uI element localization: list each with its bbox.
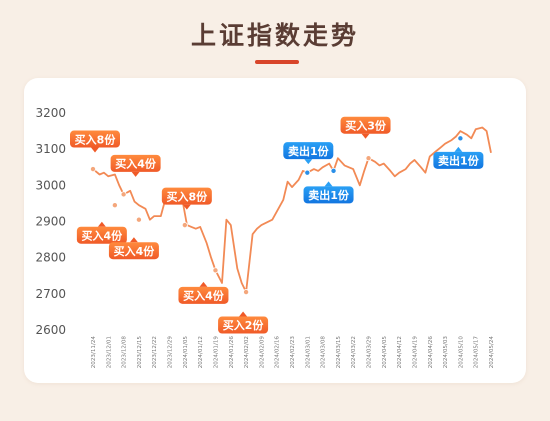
trade-label-text: 卖出1份 [308, 188, 350, 202]
y-tick-label: 3200 [35, 106, 66, 120]
x-tick-label: 2024/03/01 [305, 336, 311, 369]
label-pointer [97, 221, 106, 227]
label-pointer [304, 159, 313, 165]
trade-label-text: 买入8份 [75, 132, 117, 146]
label-pointer [182, 204, 191, 210]
page-title: 上证指数走势 [190, 21, 359, 50]
trade-annotation-sell: 卖出1份 [303, 167, 354, 204]
x-tick-label: 2024/03/22 [351, 336, 357, 368]
label-pointer [324, 181, 333, 187]
trade-annotation-buy: 买入8份 [161, 187, 212, 229]
trade-label-text: 买入2份 [223, 318, 265, 332]
x-tick-label: 2024/02/16 [275, 336, 281, 369]
trade-marker [304, 169, 311, 176]
trade-label-box [433, 151, 484, 169]
x-tick-label: 2024/01/19 [213, 336, 219, 369]
trade-label-box [76, 226, 127, 244]
x-tick-label: 2024/05/10 [458, 336, 464, 369]
trade-label-box [340, 116, 391, 134]
x-tick-label: 2023/11/24 [91, 336, 97, 369]
x-tick-label: 2024/03/29 [367, 336, 373, 369]
x-tick-label: 2023/12/22 [152, 336, 158, 368]
label-pointer [454, 146, 463, 152]
x-tick-label: 2024/02/23 [290, 336, 296, 369]
trade-marker [243, 289, 250, 296]
x-tick-label: 2024/05/03 [443, 336, 449, 369]
y-tick-label: 3000 [35, 178, 66, 192]
x-tick-label: 2024/01/05 [183, 336, 189, 369]
label-pointer [199, 281, 208, 287]
trade-label-text: 买入3份 [345, 118, 387, 132]
y-tick-label: 3100 [35, 142, 66, 156]
trade-label-text: 买入4份 [183, 289, 225, 303]
x-tick-label: 2023/12/08 [122, 336, 128, 369]
x-tick-label: 2024/03/08 [321, 336, 327, 369]
x-tick-label: 2024/01/12 [198, 336, 204, 368]
label-pointer [131, 171, 140, 177]
trade-annotation-buy: 买入8份 [70, 130, 120, 173]
trade-label-text: 买入4份 [82, 228, 124, 242]
label-pointer [91, 147, 99, 153]
trade-label-box [283, 142, 334, 160]
trade-annotation-sell: 卖出1份 [433, 135, 484, 169]
trade-label-text: 买入4份 [115, 157, 157, 171]
trade-marker [365, 155, 372, 162]
x-tick-label: 2024/02/09 [259, 336, 265, 369]
trade-marker [135, 216, 142, 223]
trade-annotation-buy: 买入4份 [110, 154, 161, 198]
label-pointer [239, 311, 248, 317]
x-tick-label: 2024/05/17 [474, 336, 480, 369]
y-tick-label: 2600 [35, 323, 66, 337]
trade-marker [181, 222, 188, 229]
x-tick-label: 2023/12/01 [106, 336, 112, 369]
y-tick-label: 2900 [35, 215, 66, 229]
trade-marker [111, 202, 118, 209]
x-tick-label: 2024/05/24 [489, 336, 495, 369]
trade-label-box [218, 316, 269, 334]
x-tick-label: 2024/04/19 [412, 336, 418, 369]
trade-label-box [110, 154, 161, 172]
x-tick-label: 2024/01/26 [229, 336, 235, 369]
x-tick-label: 2023/12/15 [137, 336, 143, 369]
label-pointer [129, 237, 138, 243]
x-tick-label: 2024/02/02 [244, 336, 250, 368]
trade-annotation-buy: 买入2份 [218, 289, 269, 334]
x-tick-label: 2024/04/12 [397, 336, 403, 368]
y-tick-label: 2800 [35, 251, 66, 265]
label-pointer [361, 133, 370, 139]
x-tick-label: 2024/04/26 [428, 336, 434, 369]
trade-annotation-buy: 买入3份 [340, 116, 391, 162]
trade-marker [90, 166, 97, 173]
trade-label-box [303, 186, 354, 204]
trade-annotation-sell: 卖出1份 [283, 142, 334, 176]
title-underline [255, 60, 299, 64]
trade-label-box [108, 242, 159, 260]
trade-label-text: 卖出1份 [438, 154, 480, 168]
trade-annotation-buy: 买入4份 [108, 216, 159, 260]
trade-label-text: 买入8份 [167, 189, 209, 203]
trade-label-text: 买入4份 [114, 244, 156, 258]
trade-annotation-buy: 买入4份 [178, 267, 229, 304]
index-series-line [92, 126, 492, 293]
trade-marker [457, 135, 464, 142]
trade-label-box [178, 286, 229, 304]
trade-label-box [161, 187, 212, 205]
x-tick-label: 2024/04/05 [382, 336, 388, 369]
trade-marker [330, 167, 337, 174]
trade-marker [120, 191, 127, 198]
trade-annotation-buy: 买入4份 [76, 202, 127, 244]
y-tick-label: 2700 [35, 287, 66, 301]
trade-label-text: 卖出1份 [288, 144, 330, 158]
x-tick-label: 2023/12/29 [168, 336, 174, 369]
trade-marker [212, 267, 219, 274]
trade-label-box [70, 130, 120, 148]
x-tick-label: 2024/03/15 [336, 336, 342, 369]
